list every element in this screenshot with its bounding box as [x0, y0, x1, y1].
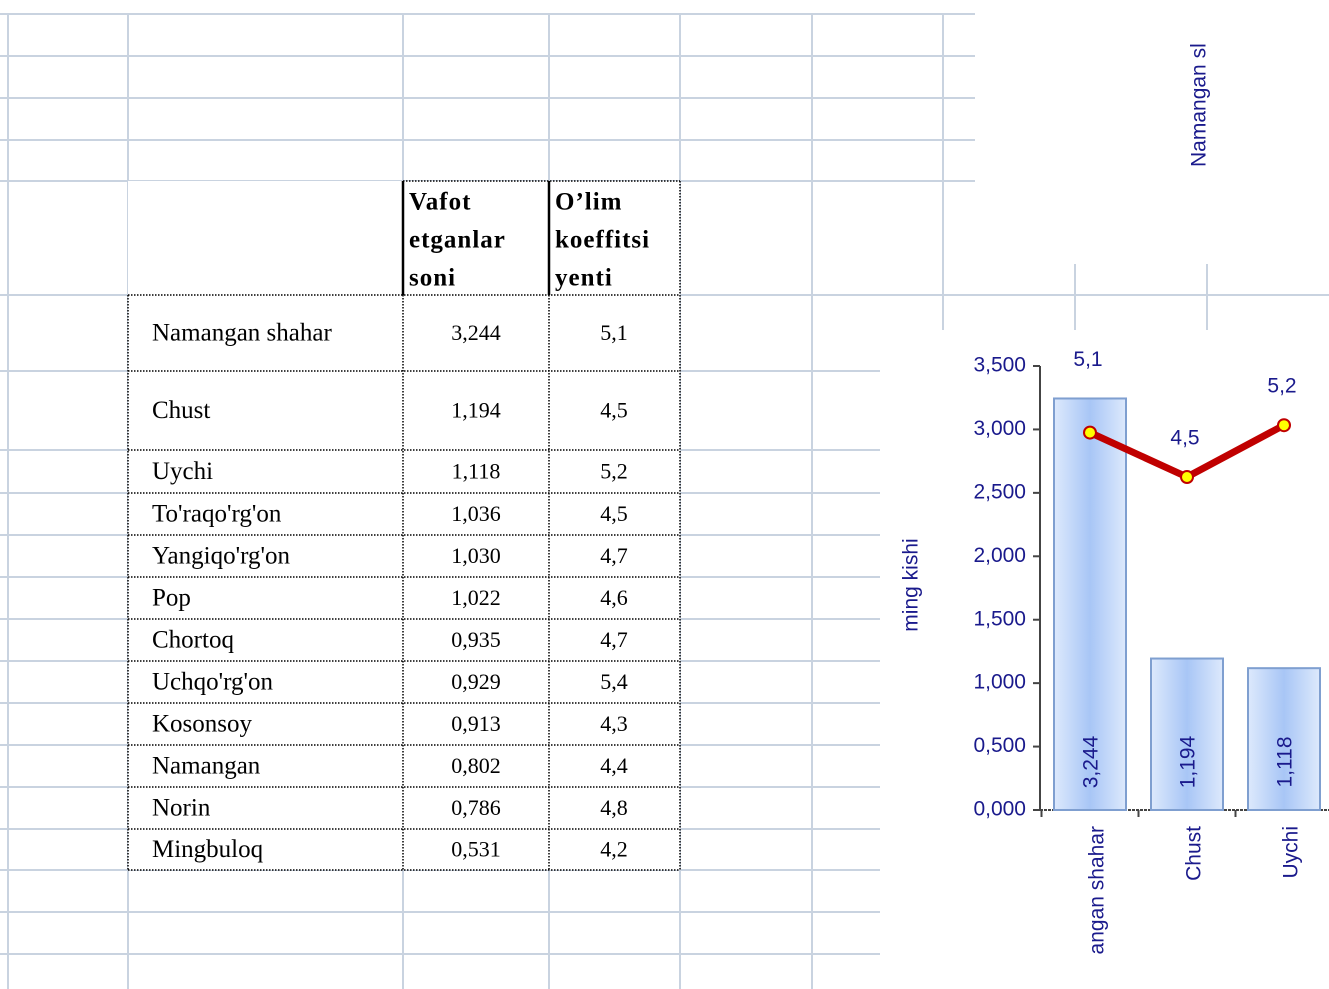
column-header: Vafot — [409, 189, 471, 216]
row-label: Yangiqo'rg'on — [152, 543, 290, 570]
cell: 4,7 — [600, 627, 628, 652]
cell: 1,036 — [451, 501, 501, 526]
column-header: etganlar — [409, 227, 506, 254]
cell: 0,935 — [451, 627, 501, 652]
cell: 4,7 — [600, 543, 628, 568]
bar — [1053, 397, 1127, 811]
y-tick-label: 3,000 — [973, 417, 1026, 440]
line-point — [1180, 470, 1194, 484]
chart-area — [975, 0, 1329, 264]
x-tick-label: Chust — [1183, 826, 1206, 881]
line-point — [1277, 418, 1291, 433]
cell: 4,2 — [600, 837, 628, 862]
axis-label: Namangan sl — [1188, 43, 1211, 167]
bar-label: 1,194 — [1177, 735, 1200, 788]
cell: 1,030 — [451, 543, 501, 568]
cell: 5,2 — [600, 459, 628, 484]
cell: 1,194 — [451, 398, 501, 423]
row-label: Chust — [152, 397, 210, 424]
y-tick-label: 3,500 — [973, 354, 1026, 377]
row-label: To'raqo'rg'on — [152, 501, 282, 528]
row-label: Uchqo'rg'on — [152, 669, 274, 696]
cell: 4,6 — [600, 585, 628, 610]
line-label: 5,1 — [1073, 348, 1102, 371]
cell: 5,4 — [600, 669, 628, 694]
y-tick-label: 2,000 — [973, 544, 1026, 567]
x-tick-label: Uychi — [1280, 826, 1303, 879]
line-point — [1083, 425, 1097, 440]
row-label: Norin — [152, 795, 211, 822]
y-tick-label: 0,000 — [973, 798, 1026, 821]
cell: 0,929 — [451, 669, 501, 694]
column-header: O’lim — [555, 189, 623, 216]
row-label: Namangan — [152, 753, 261, 780]
line-label: 4,5 — [1170, 427, 1199, 450]
bar — [1247, 667, 1321, 811]
bar-label: 1,118 — [1274, 737, 1297, 788]
cell: 4,5 — [600, 398, 628, 423]
row-label: Kosonsoy — [152, 711, 253, 738]
cell: 5,1 — [600, 320, 628, 345]
row-label: Mingbuloq — [152, 836, 264, 863]
y-tick-label: 1,500 — [973, 607, 1026, 630]
y-tick-label: 1,000 — [973, 671, 1026, 694]
row-label: Uychi — [152, 458, 213, 485]
row-label: Pop — [152, 585, 191, 612]
y-tick-label: 2,500 — [973, 480, 1026, 503]
bar — [1150, 657, 1224, 812]
cell: 4,5 — [600, 501, 628, 526]
x-tick-label: angan shahar — [1086, 826, 1109, 954]
cell: 4,4 — [600, 753, 628, 778]
cell: 0,802 — [451, 753, 501, 778]
line-label: 5,2 — [1267, 375, 1296, 398]
column-header: yenti — [555, 265, 613, 292]
cell: 0,913 — [451, 711, 501, 736]
bar-label: 3,244 — [1080, 735, 1103, 788]
y-axis-title: ming kishi — [900, 538, 923, 631]
y-tick-label: 0,500 — [973, 734, 1026, 757]
table-bg — [128, 181, 680, 870]
cell: 4,8 — [600, 795, 628, 820]
cell: 3,244 — [451, 320, 501, 345]
cell: 0,531 — [451, 837, 501, 862]
clip-group: Namangan sl — [1188, 43, 1211, 167]
cell: 1,118 — [452, 459, 501, 484]
cell: 0,786 — [451, 795, 501, 820]
cell: 1,022 — [451, 585, 501, 610]
column-header: soni — [409, 265, 456, 292]
row-label: Chortoq — [152, 627, 234, 654]
column-header: koeffitsi — [555, 227, 650, 254]
row-label: Namangan shahar — [152, 320, 332, 347]
cell: 4,3 — [600, 711, 628, 736]
